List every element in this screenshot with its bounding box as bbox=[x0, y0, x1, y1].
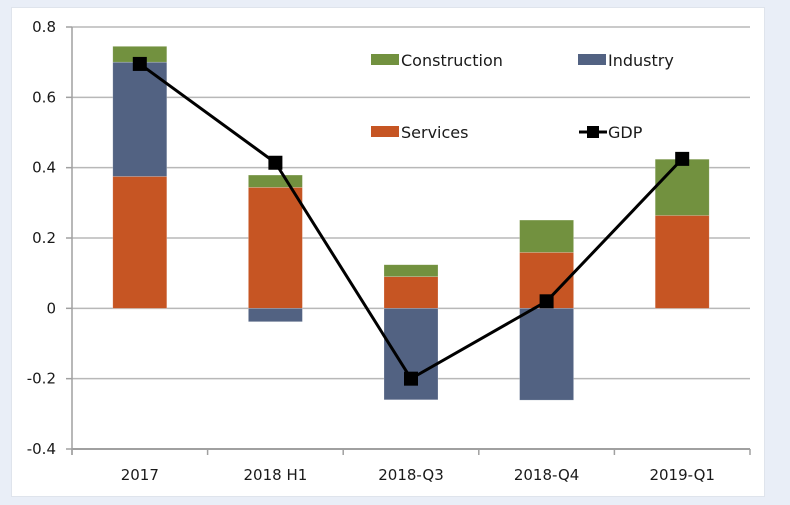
gdp-marker bbox=[675, 151, 690, 166]
bar-industry-2017 bbox=[112, 61, 168, 177]
bar-services-2019-q1 bbox=[654, 215, 710, 309]
y-tick-label: -0.2 bbox=[27, 370, 56, 388]
bar-services-2017 bbox=[112, 176, 168, 309]
legend-swatch-industry bbox=[578, 54, 606, 65]
y-tick-label: 0.8 bbox=[32, 18, 56, 36]
bar-services-2018-q3 bbox=[383, 276, 439, 309]
gdp-marker bbox=[268, 155, 283, 170]
y-tick-label: 0 bbox=[46, 299, 56, 317]
x-tick-label: 2019-Q1 bbox=[649, 466, 715, 484]
legend: Construction Industry Services GDP bbox=[371, 51, 674, 142]
axes bbox=[66, 26, 751, 455]
legend-marker-gdp bbox=[587, 126, 599, 138]
bar-industry-2018-h1 bbox=[248, 308, 303, 322]
bar-construction-2019-q1 bbox=[654, 158, 710, 216]
x-tick-label: 2018-Q3 bbox=[378, 466, 444, 484]
x-tick-labels: 2017 2018 H1 2018-Q3 2018-Q4 2019-Q1 bbox=[121, 466, 715, 484]
gdp-marker bbox=[539, 294, 554, 309]
legend-label-industry: Industry bbox=[608, 51, 674, 70]
x-tick-label: 2017 bbox=[121, 466, 159, 484]
bar-industry-2018-q4 bbox=[519, 308, 574, 401]
legend-label-services: Services bbox=[401, 123, 468, 142]
bar-construction-2018-q4 bbox=[519, 219, 574, 253]
legend-label-gdp: GDP bbox=[608, 123, 643, 142]
bar-construction-2018-h1 bbox=[248, 174, 303, 188]
bar-services-2018-h1 bbox=[248, 187, 303, 309]
x-tick-label: 2018-Q4 bbox=[514, 466, 580, 484]
legend-label-construction: Construction bbox=[401, 51, 503, 70]
y-tick-label: 0.2 bbox=[32, 229, 56, 247]
x-tick-label: 2018 H1 bbox=[244, 466, 308, 484]
y-tick-label: 0.6 bbox=[32, 88, 56, 106]
y-tick-label: -0.4 bbox=[27, 440, 56, 458]
bar-construction-2018-q3 bbox=[383, 264, 439, 277]
y-tick-label: 0.4 bbox=[32, 159, 56, 177]
gdp-marker bbox=[132, 56, 147, 71]
gdp-line bbox=[132, 56, 690, 386]
bars bbox=[112, 46, 710, 401]
legend-swatch-construction bbox=[371, 54, 399, 65]
legend-swatch-services bbox=[371, 126, 399, 137]
gdp-marker bbox=[404, 371, 418, 386]
y-tick-labels: -0.4 -0.2 0 0.2 0.4 0.6 0.8 bbox=[27, 18, 56, 458]
bar-industry-2018-q3 bbox=[383, 308, 439, 401]
